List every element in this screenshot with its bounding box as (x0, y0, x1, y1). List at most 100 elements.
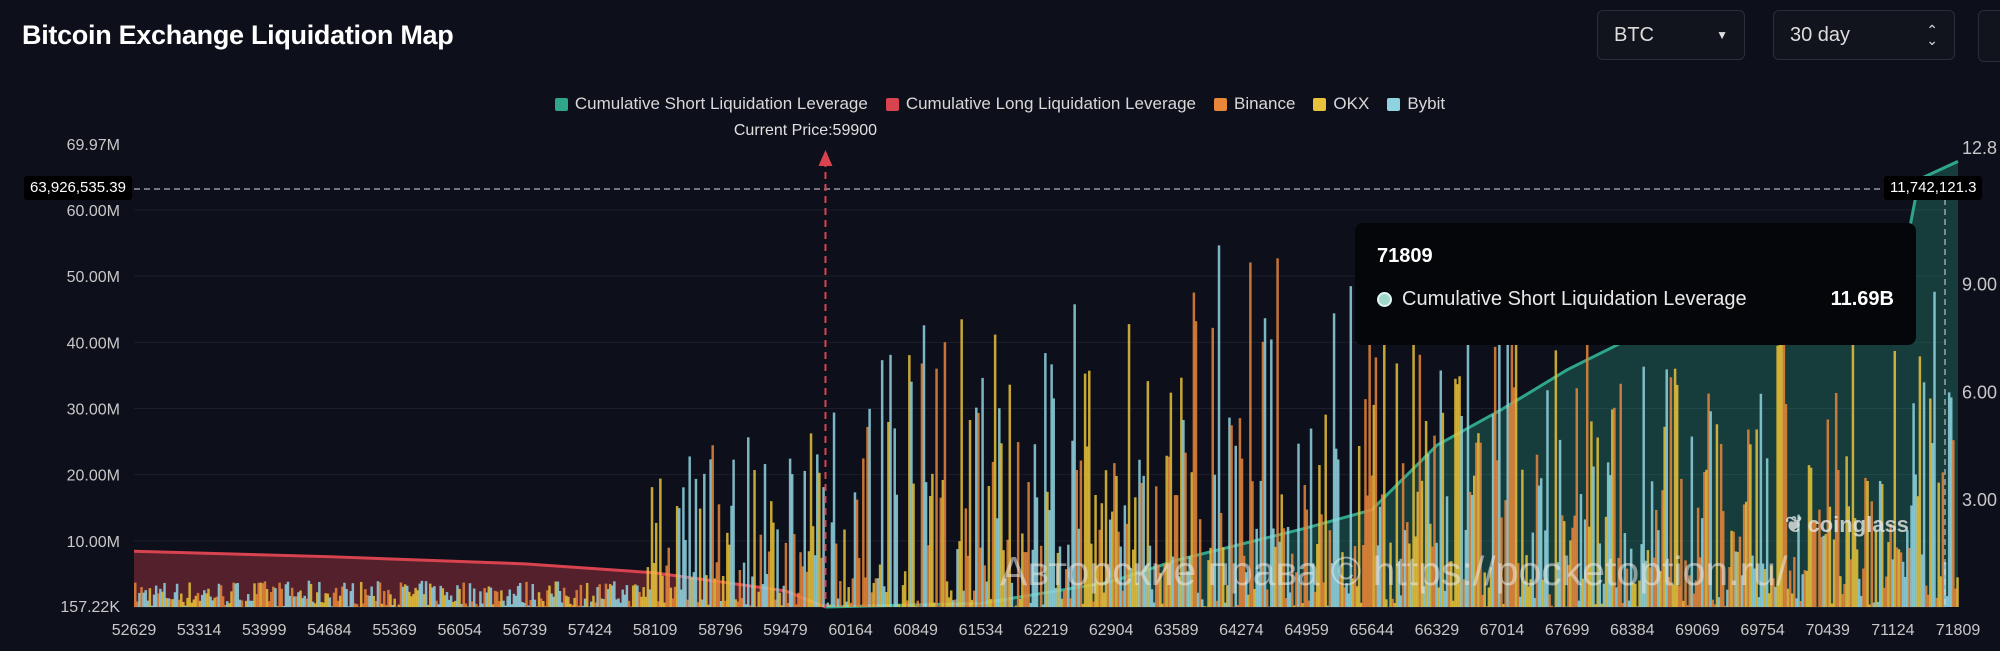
x-axis-tick: 69069 (1675, 622, 1720, 639)
liquidation-bar (280, 588, 283, 607)
liquidation-bar (1866, 481, 1869, 607)
legend-bybit[interactable]: Bybit (1387, 94, 1445, 114)
liquidation-bar (263, 581, 267, 607)
liquidation-bar (1849, 559, 1853, 607)
x-axis-tick: 53314 (177, 622, 222, 639)
x-axis-tick: 52629 (112, 622, 157, 639)
liquidation-bar (182, 601, 185, 607)
liquidation-bar (1006, 539, 1009, 607)
liquidation-bar (154, 585, 158, 607)
liquidation-bar (1131, 549, 1135, 607)
liquidation-bar (1523, 581, 1526, 607)
liquidation-bar (1420, 480, 1424, 607)
liquidation-bar (1058, 546, 1062, 607)
liquidation-bar (1661, 490, 1664, 607)
liquidation-bar (1343, 587, 1346, 607)
liquidation-bar (399, 582, 403, 607)
liquidation-bar (636, 585, 639, 607)
liquidation-bar (1694, 580, 1698, 607)
liquidation-bar (1744, 501, 1748, 607)
liquidation-bar (1646, 550, 1650, 607)
coin-select[interactable]: BTC ▼ (1597, 10, 1745, 60)
liquidation-bar (1678, 585, 1681, 607)
liquidation-bar (914, 606, 917, 607)
liquidation-bar (253, 583, 256, 607)
liquidation-bar (1870, 501, 1874, 607)
liquidation-bar (1682, 600, 1685, 607)
legend-okx[interactable]: OKX (1313, 94, 1369, 114)
liquidation-bar (1125, 523, 1129, 607)
liquidation-bar (1811, 522, 1815, 607)
liquidation-bar (1203, 606, 1206, 607)
liquidation-bar (1309, 428, 1313, 607)
liquidation-bar (303, 595, 306, 607)
liquidation-bar (232, 582, 235, 607)
liquidation-bar (1081, 603, 1085, 607)
liquidation-bar (629, 606, 633, 607)
liquidation-bar (1713, 604, 1717, 607)
liquidation-bar (832, 412, 836, 607)
liquidation-bar (1424, 421, 1428, 607)
liquidation-bar (276, 606, 279, 607)
liquidation-bar (318, 581, 321, 607)
liquidation-bar (1320, 514, 1323, 607)
liquidation-bar (782, 585, 786, 607)
liquidation-bar (1470, 494, 1474, 607)
liquidation-bar (1774, 586, 1777, 607)
liquidation-bar (374, 600, 378, 607)
liquidation-bar (1117, 531, 1120, 607)
liquidation-bar (422, 594, 426, 607)
x-axis-tick: 60849 (893, 622, 938, 639)
liquidation-bar (1634, 583, 1637, 607)
liquidation-bar (770, 501, 773, 607)
liquidation-bar (623, 594, 627, 607)
liquidation-bar (1926, 594, 1930, 607)
liquidation-bar (380, 603, 384, 607)
legend-long[interactable]: Cumulative Long Liquidation Leverage (885, 94, 1196, 114)
liquidation-bar (1500, 517, 1503, 607)
legend-binance[interactable]: Binance (1213, 94, 1295, 114)
liquidation-bar (966, 555, 970, 607)
liquidation-bar (556, 581, 560, 607)
liquidation-bar (424, 581, 428, 607)
liquidation-bar (763, 464, 767, 607)
liquidation-bar (1954, 588, 1957, 607)
liquidation-bar (1726, 589, 1729, 607)
legend-short[interactable]: Cumulative Short Liquidation Leverage (554, 94, 868, 114)
liquidation-bar (920, 363, 924, 607)
liquidation-bar (1044, 353, 1047, 607)
liquidation-bar (677, 508, 681, 607)
x-axis-tick: 61534 (959, 622, 1004, 639)
more-button[interactable] (1978, 10, 2000, 62)
liquidation-bar (1680, 478, 1683, 607)
liquidation-bar (1341, 552, 1344, 607)
liquidation-bar (295, 596, 298, 607)
liquidation-bar (1705, 469, 1708, 607)
liquidation-bar (958, 541, 961, 607)
liquidation-bar (657, 601, 660, 607)
liquidation-bar (1621, 602, 1625, 607)
liquidation-bar (1567, 564, 1570, 607)
liquidation-bar (293, 596, 296, 607)
liquidation-bar (864, 577, 867, 607)
liquidation-bar (236, 582, 240, 607)
liquidation-bar (836, 598, 840, 607)
up-down-chevron-icon: ⌃ ⌄ (1926, 22, 1938, 48)
liquidation-bar (1165, 455, 1168, 607)
liquidation-bar (389, 594, 392, 607)
liquidation-bar (581, 605, 585, 607)
liquidation-bar (1623, 533, 1627, 607)
liquidation-bar (246, 594, 250, 607)
liquidation-bar (1171, 556, 1175, 607)
liquidation-bar (452, 602, 455, 607)
liquidation-bar (1652, 557, 1656, 607)
liquidation-bar (1839, 576, 1842, 607)
liquidation-bar (278, 582, 281, 607)
liquidation-bar (219, 585, 223, 607)
liquidation-bar (1180, 377, 1183, 607)
liquidation-bar (391, 605, 394, 607)
left-axis-tick: 20.00M (67, 468, 120, 485)
liquidation-bar (1876, 601, 1880, 607)
period-select[interactable]: 30 day ⌃ ⌄ (1773, 10, 1955, 60)
